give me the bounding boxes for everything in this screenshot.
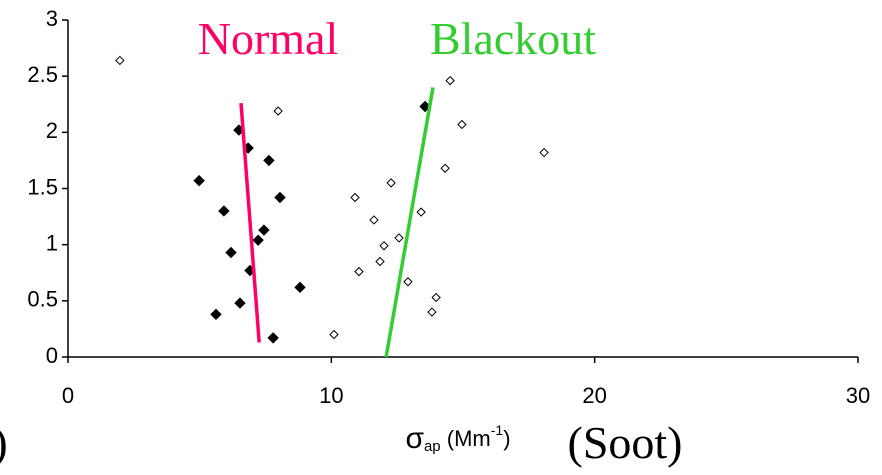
legend-label: Blackout [430, 13, 596, 64]
point [258, 224, 270, 236]
point [329, 329, 339, 340]
point [394, 233, 404, 243]
y-tick-label: 0 [46, 343, 58, 368]
point [369, 215, 379, 225]
point [379, 241, 389, 251]
x-label-note: (Soot) [568, 417, 683, 468]
point [273, 106, 283, 116]
x-label-unit: (Mm [441, 426, 491, 451]
x-tick-label: 0 [62, 383, 74, 408]
legend-label: Normal [198, 13, 339, 64]
fit-line [239, 102, 261, 343]
x-label-subscript: ap [424, 438, 441, 455]
point [294, 281, 306, 294]
point [386, 178, 396, 188]
point [375, 256, 385, 267]
point [267, 332, 279, 344]
point [427, 307, 437, 317]
point [457, 119, 467, 130]
point [539, 147, 549, 158]
fit-line [384, 87, 435, 358]
point [274, 191, 286, 204]
point [218, 205, 230, 217]
y-tick-label: 3 [46, 6, 58, 31]
point [263, 154, 275, 167]
point [252, 234, 264, 246]
y-tick-label: 1.5 [27, 174, 58, 199]
point [210, 308, 222, 321]
point [403, 277, 413, 287]
point [445, 75, 455, 86]
x-axis-label: σap (Mm-1) [405, 422, 510, 455]
x-tick-label: 20 [582, 383, 606, 408]
x-tick-label: 30 [846, 383, 870, 408]
left-fragment: ) [0, 417, 8, 468]
point [440, 163, 450, 173]
point [354, 266, 364, 277]
point [115, 55, 125, 66]
x-tick-label: 10 [319, 383, 343, 408]
point [193, 174, 205, 187]
y-tick-label: 2 [46, 118, 58, 143]
y-tick-label: 1 [46, 230, 58, 255]
y-tick-label: 0.5 [27, 287, 58, 312]
point [225, 246, 237, 259]
y-tick-label: 2.5 [27, 62, 58, 87]
x-label-close: ) [503, 426, 510, 451]
point [431, 292, 441, 303]
x-label-superscript: -1 [491, 422, 504, 438]
x-label-symbol: σ [405, 422, 424, 455]
point [234, 297, 246, 309]
point [350, 192, 360, 203]
point [416, 207, 426, 217]
